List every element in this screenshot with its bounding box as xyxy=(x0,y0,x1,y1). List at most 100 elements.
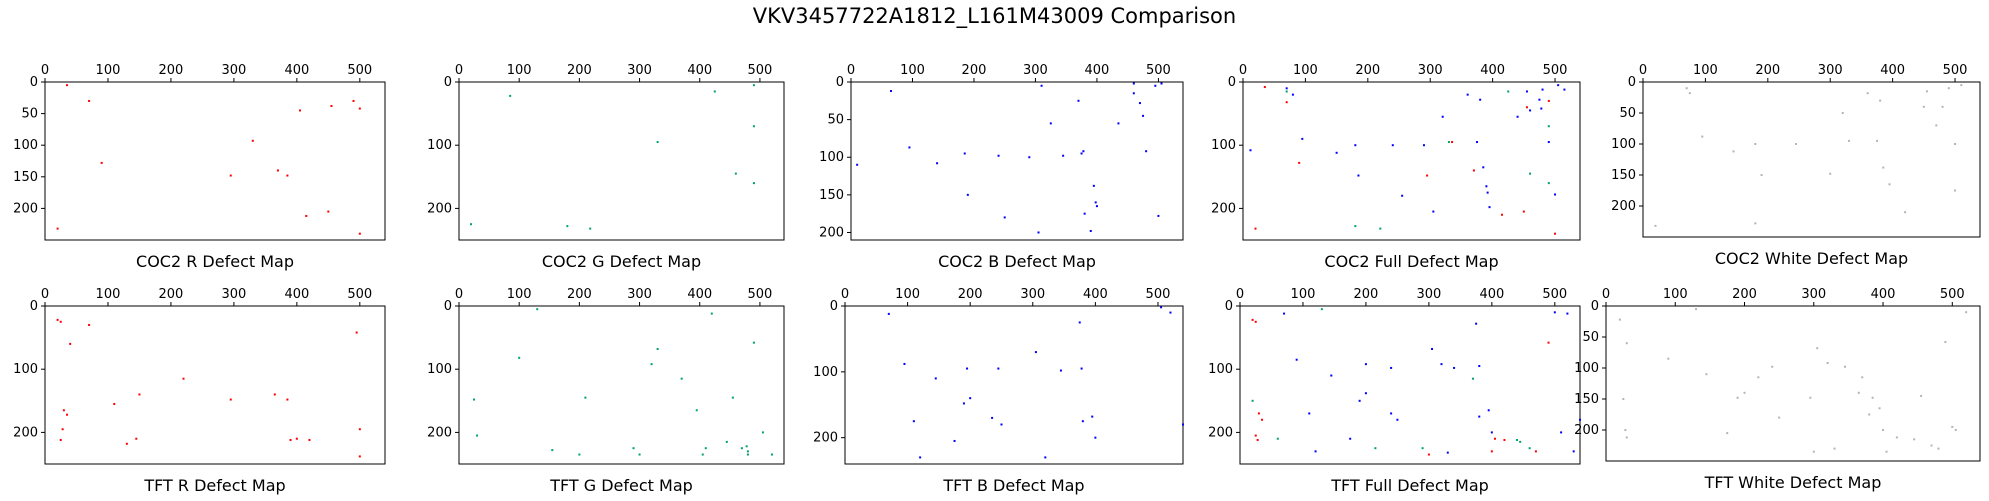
defect-point xyxy=(138,393,141,396)
defect-point xyxy=(1138,102,1141,105)
defect-point xyxy=(701,453,704,456)
defect-point xyxy=(1285,90,1288,93)
defect-point xyxy=(1257,412,1260,415)
defect-point xyxy=(330,105,333,108)
defect-point xyxy=(1882,429,1885,431)
defect-point xyxy=(1490,450,1493,453)
x-tick-label: 0 xyxy=(1602,287,1610,302)
defect-point xyxy=(1446,451,1449,454)
defect-point xyxy=(327,210,330,213)
defect-point xyxy=(1314,450,1317,453)
defect-point xyxy=(1049,122,1052,125)
defect-point xyxy=(62,409,65,412)
y-tick-label: 0 xyxy=(836,75,844,90)
y-tick-label: 100 xyxy=(1211,138,1236,153)
y-tick-label: 100 xyxy=(13,362,38,377)
x-tick-label: 400 xyxy=(687,63,712,78)
defect-point xyxy=(1044,456,1047,459)
x-tick-label: 500 xyxy=(1543,63,1568,78)
defect-point xyxy=(584,396,587,399)
subplot-title: TFT Full Defect Map xyxy=(1330,476,1489,495)
defect-point xyxy=(1256,438,1259,441)
defect-point xyxy=(1503,438,1506,441)
x-tick-label: 0 xyxy=(455,63,463,78)
defect-point xyxy=(1557,84,1560,87)
x-tick-label: 500 xyxy=(1943,63,1968,78)
defect-point xyxy=(1431,347,1434,350)
defect-point xyxy=(1440,363,1443,366)
defect-point xyxy=(1624,429,1627,431)
defect-point xyxy=(1538,98,1541,101)
defect-point xyxy=(476,434,479,437)
defect-point xyxy=(1095,205,1098,208)
x-tick-label: 500 xyxy=(748,287,773,302)
defect-point xyxy=(88,99,91,102)
subplot-6: 0 100 200 300 400 500 0 100 200 TFT R Defect Map xyxy=(13,287,386,495)
y-tick-label: 100 xyxy=(1574,361,1599,376)
defect-point xyxy=(1169,311,1172,314)
plot-frame xyxy=(458,305,785,465)
defect-point xyxy=(1516,115,1519,118)
x-tick-label: 400 xyxy=(687,287,712,302)
subplot-2: 0 100 200 300 400 500 0 100 200 COC2 G Defect Map xyxy=(427,63,785,271)
defect-point xyxy=(1913,438,1916,441)
defect-point xyxy=(997,154,1000,157)
defect-point xyxy=(1888,183,1891,186)
defect-point xyxy=(1904,211,1907,214)
defect-point xyxy=(1379,227,1382,230)
x-tick-label: 500 xyxy=(347,287,372,302)
defect-point xyxy=(1547,141,1550,144)
defect-point xyxy=(656,141,659,144)
y-tick-label: 200 xyxy=(813,431,838,446)
x-tick-label: 100 xyxy=(900,63,925,78)
x-tick-label: 300 xyxy=(1418,63,1443,78)
defect-point xyxy=(632,447,635,450)
defect-point xyxy=(518,356,521,359)
y-tick-label: 150 xyxy=(13,170,38,185)
x-tick-label: 0 xyxy=(41,63,49,78)
y-tick-label: 50 xyxy=(1619,106,1636,121)
defect-point xyxy=(1736,396,1739,399)
defect-point xyxy=(66,84,69,87)
defect-point xyxy=(912,420,915,423)
defect-point xyxy=(1519,440,1522,443)
defect-point xyxy=(1354,225,1357,228)
defect-point xyxy=(1080,152,1083,155)
x-tick-label: 400 xyxy=(1880,63,1905,78)
defect-point xyxy=(1494,437,1496,440)
defect-point xyxy=(1732,150,1735,153)
defect-point xyxy=(1358,399,1361,402)
defect-point xyxy=(358,428,361,431)
defect-point xyxy=(734,172,737,175)
x-tick-label: 500 xyxy=(347,63,372,78)
defect-point xyxy=(1547,182,1550,185)
defect-point xyxy=(1426,174,1429,177)
x-tick-label: 0 xyxy=(847,63,855,78)
defect-point xyxy=(286,174,289,177)
defect-point xyxy=(695,409,698,412)
y-tick-label: 0 xyxy=(444,299,452,314)
x-tick-label: 500 xyxy=(1146,63,1171,78)
defect-point xyxy=(1701,135,1704,138)
y-tick-label: 100 xyxy=(427,138,452,153)
defect-point xyxy=(1441,115,1444,118)
subplot-title: COC2 Full Defect Map xyxy=(1324,252,1498,271)
defect-point xyxy=(1566,312,1569,315)
defect-point xyxy=(1937,447,1940,450)
defect-point xyxy=(289,438,292,441)
defect-point xyxy=(752,84,755,87)
defect-point xyxy=(1254,227,1257,230)
x-tick-label: 500 xyxy=(748,63,773,78)
defect-point xyxy=(1554,232,1557,235)
defect-point xyxy=(1812,450,1815,453)
defect-point xyxy=(966,193,969,196)
subplot-8: 0 100 200 300 400 500 0 100 200 TFT B Defect Map xyxy=(813,287,1184,495)
figure-title: VKV3457722A1812_L161M43009 Comparison xyxy=(752,4,1237,28)
subplot-9: 0 100 200 300 400 500 0 100 200 TFT Full Defect M… xyxy=(1208,287,1581,495)
defect-point xyxy=(770,453,773,456)
defect-point xyxy=(1528,447,1531,450)
defect-point xyxy=(358,455,361,458)
defect-point xyxy=(1330,374,1333,377)
defect-point xyxy=(1374,447,1377,450)
